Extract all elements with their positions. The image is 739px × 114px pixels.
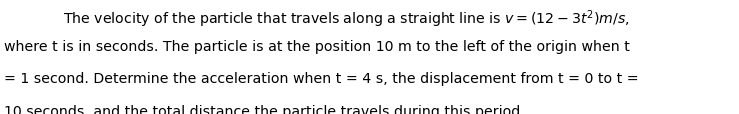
Text: 10 seconds, and the total distance the particle travels during this period.: 10 seconds, and the total distance the p… <box>4 104 525 114</box>
Text: where t is in seconds. The particle is at the position 10 m to the left of the o: where t is in seconds. The particle is a… <box>4 40 630 54</box>
Text: = 1 second. Determine the acceleration when t = 4 s, the displacement from t = 0: = 1 second. Determine the acceleration w… <box>4 72 638 86</box>
Text: The velocity of the particle that travels along a straight line is $v = (12 - 3t: The velocity of the particle that travel… <box>63 8 630 29</box>
